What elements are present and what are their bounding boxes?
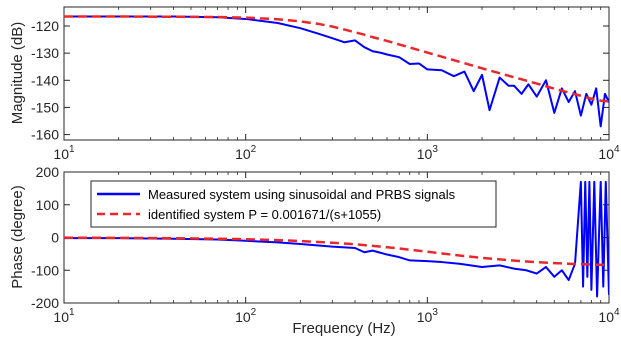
phase-y-tick-label: -100	[31, 262, 59, 278]
magnitude-y-tick-label: -150	[31, 99, 59, 115]
frequency-xlabel: Frequency (Hz)	[292, 320, 395, 337]
phase-x-tick-label: 101	[53, 307, 75, 325]
phase-y-tick-label: 0	[51, 230, 59, 246]
phase-panel: 101 102 103 104 -200 -100 0 100 200 Phase (degre…	[9, 164, 620, 337]
legend: Measured system using sinusoidal and PRB…	[90, 180, 497, 228]
phase-x-tick-label: 103	[417, 307, 439, 325]
magnitude-measured-line	[64, 15, 609, 128]
magnitude-identified-line	[64, 15, 609, 103]
magnitude-x-tick-label: 103	[417, 144, 439, 162]
magnitude-y-tick-label: -120	[31, 18, 59, 34]
phase-ylabel: Phase (degree)	[9, 185, 26, 288]
magnitude-x-tick-label: 102	[235, 144, 257, 162]
magnitude-y-tick-label: -130	[31, 45, 59, 61]
phase-y-tick-label: 200	[36, 164, 60, 180]
legend-measured-label: Measured system using sinusoidal and PRB…	[148, 187, 456, 202]
legend-box	[90, 180, 497, 228]
magnitude-ylabel: Magnitude (dB)	[9, 22, 26, 125]
magnitude-x-tick-label: 104	[598, 144, 620, 162]
phase-y-tick-label: -200	[31, 295, 59, 311]
magnitude-panel: 101 102 103 104 -160 -150 -140 -130 -120 Magnitu…	[9, 6, 620, 162]
magnitude-ticks: 101 102 103 104 -160 -150 -140 -130 -120	[31, 7, 620, 162]
magnitude-x-tick-label: 101	[53, 144, 75, 162]
phase-x-tick-label: 104	[598, 307, 620, 325]
phase-identified-line	[64, 236, 609, 267]
magnitude-y-tick-label: -160	[31, 127, 59, 143]
magnitude-series-group	[64, 15, 609, 128]
phase-series-group	[64, 180, 609, 298]
phase-ticks: 101 102 103 104 -200 -100 0 100 200	[31, 164, 620, 325]
magnitude-y-tick-label: -140	[31, 72, 59, 88]
legend-identified-label: identified system P = 0.001671/(s+1055)	[148, 207, 381, 222]
phase-measured-line	[64, 180, 609, 298]
phase-x-tick-label: 102	[235, 307, 257, 325]
phase-y-tick-label: 100	[36, 197, 60, 213]
magnitude-axes-frame	[63, 6, 610, 141]
